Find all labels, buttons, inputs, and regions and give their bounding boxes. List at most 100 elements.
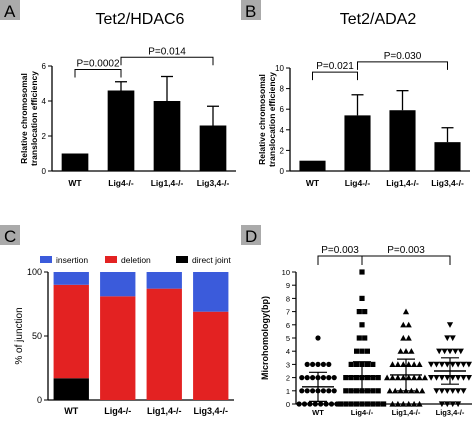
panel-d-point (394, 361, 401, 367)
panel-c-plot: 0 50 100 WT Lig4-/- Lig1,4-/- Lig3,4-/- % of ju… (14, 255, 234, 416)
panel-c-x-tick-label: Lig1,4-/- (147, 406, 182, 416)
panel-c-segment-insertion (146, 272, 182, 289)
panel-d-point (446, 348, 454, 355)
panel-d-point (465, 361, 472, 368)
panel-d-point (362, 335, 368, 341)
panel-d-point (299, 375, 305, 381)
panel-d-point (304, 361, 310, 367)
panel-d-point (364, 401, 370, 407)
panel-b-plot: 0 2 4 6 8 10 WT Lig4-/- Lig1,4-/- Lig3,4-/- Relati… (257, 51, 470, 188)
panel-d-x-tick-label: WT (312, 408, 324, 417)
panel-d-point (405, 400, 412, 407)
panel-d-y-tick-label: 8 (286, 294, 290, 303)
panel-d-point (307, 401, 313, 407)
panel-d-point (326, 375, 332, 381)
panel-b-x-tick-label: Lig1,4-/- (386, 178, 419, 188)
panel-d-point (402, 348, 410, 354)
panel-d-point (370, 388, 376, 394)
panel-d-point (444, 335, 451, 342)
panel-d-point (348, 375, 354, 381)
panel-c-x-tick-label: Lig4-/- (104, 406, 131, 416)
panel-d-point (411, 374, 418, 381)
panel-a-letter-bg (0, 0, 20, 20)
panel-a-significance-bracket (74, 69, 122, 78)
panel-d-point (354, 375, 360, 381)
panel-c-legend-label: insertion (56, 255, 88, 265)
panel-b-x-tick-label: Lig3,4-/- (431, 178, 464, 188)
panel-d-point (405, 321, 412, 328)
panel-d-point (323, 401, 329, 407)
panel-d-point (348, 401, 354, 407)
panel-d-point (326, 361, 332, 367)
panel-b-p-value-label: P=0.021 (316, 61, 354, 72)
panel-d-point (428, 361, 435, 368)
panel-d-point (449, 401, 456, 408)
panel-d-y-tick-label: 4 (286, 347, 290, 356)
panel-d-point (444, 388, 451, 394)
panel-d-point (354, 361, 360, 367)
panel-a-y-tick-label: 4 (42, 97, 47, 106)
panel-b-y-tick-label: 10 (275, 64, 284, 73)
panel-d-point (405, 374, 412, 381)
panel-b-y-tick-label: 0 (280, 167, 285, 176)
panel-d-point (337, 401, 343, 407)
panel-b-bar (299, 160, 326, 171)
panel-d-point (343, 401, 349, 407)
panel-d-point (438, 401, 445, 408)
panel-d-point (389, 400, 396, 407)
panel-d-point (416, 361, 423, 367)
panel-d-point (315, 335, 321, 341)
panel-d-point (301, 401, 308, 407)
panel-d-y-axis-label: Microhomology(bp) (260, 296, 270, 380)
panel-d-point (343, 388, 349, 394)
panel-d-point (449, 388, 456, 394)
panel-d-point (386, 387, 393, 394)
panel-d-point (449, 335, 456, 342)
panel-d-y-tick-label: 3 (286, 360, 290, 369)
panel-d-point (304, 375, 310, 381)
panel-d-point (416, 400, 423, 407)
panel-d-point (455, 388, 462, 394)
panel-d-point (460, 388, 467, 394)
panel-d-point (438, 388, 445, 394)
panel-d-point (400, 374, 407, 381)
panel-c-letter: C (4, 227, 16, 246)
panel-d-point (310, 388, 316, 394)
panel-c-x-tick-label: Lig3,4-/- (193, 406, 228, 416)
panel-d-y-tick-label: 6 (286, 321, 290, 330)
panel-d-point (433, 388, 440, 394)
panel-d-point (348, 361, 354, 367)
panel-d-point (375, 401, 381, 407)
panel-d-point (457, 348, 464, 355)
panel-d-point (438, 361, 445, 368)
panel-d-letter: D (245, 227, 257, 246)
panel-a: A Tet2/HDAC6 0 2 4 6 WT Lig4-/- Lig1,4-/- Lig3,… (0, 0, 236, 188)
panel-b-significance-bracket (357, 61, 448, 70)
panel-d-point (375, 388, 381, 394)
panel-d-point (455, 361, 462, 368)
panel-c-segment-deletion (53, 284, 89, 379)
panel-d-point (318, 401, 324, 407)
panel-d-point (460, 361, 467, 368)
panel-d-point (328, 401, 335, 407)
panel-b-p-value-label: P=0.030 (384, 51, 422, 62)
panel-d-point (408, 348, 415, 354)
panel-a-x-tick-label: Lig4-/- (108, 178, 134, 188)
panel-d-point (359, 322, 365, 328)
panel-d-x-tick-label: Lig4-/- (351, 408, 374, 417)
panel-d-y-tick-label: 7 (286, 308, 290, 317)
panel-b: B Tet2/ADA2 0 2 4 6 8 10 WT Lig4-/- Lig1,4-/- Lig… (241, 0, 470, 188)
panel-a-y-axis-label: translocation efficiency (29, 71, 39, 166)
panel-d-point (441, 348, 448, 355)
panel-d-point (356, 335, 362, 341)
panel-c-segment-insertion (100, 272, 136, 297)
panel-d-point (449, 375, 456, 381)
panel-a-title: Tet2/HDAC6 (96, 11, 185, 28)
panel-d-point (394, 374, 401, 381)
panel-d-point (304, 388, 310, 394)
panel-c-y-tick-label: 50 (32, 331, 42, 341)
panel-a-bar (199, 125, 227, 171)
panel-d-y-tick-label: 10 (282, 268, 290, 277)
panel-d-point (416, 374, 423, 381)
